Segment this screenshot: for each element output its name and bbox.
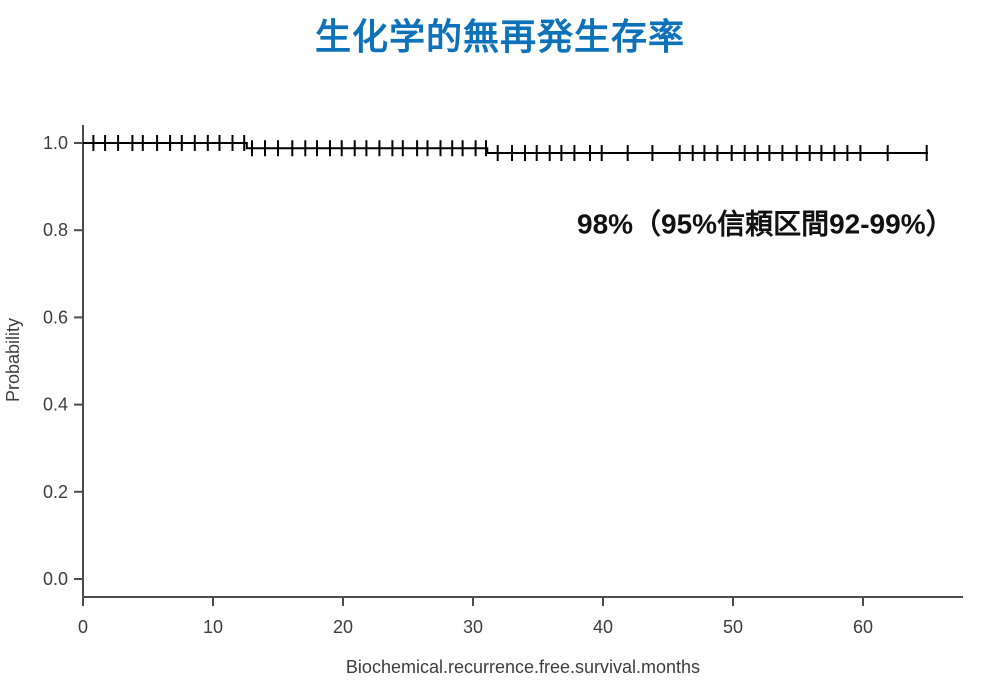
y-axis-title: Probability [3,318,23,402]
x-tick-label: 10 [203,617,223,637]
x-tick-label: 30 [463,617,483,637]
y-tick-label: 0.8 [43,220,68,240]
y-axis: 1.0 0.8 0.6 0.4 0.2 0.0 Probability [3,125,84,605]
censor-marks [92,135,928,162]
y-tick-label: 0.4 [43,395,68,415]
y-tick-label: 0.6 [43,307,68,327]
chart-title: 生化学的無再発生存率 [314,16,685,57]
x-axis-ticks: 0 10 20 30 40 50 60 [78,597,873,637]
y-axis-ticks: 1.0 0.8 0.6 0.4 0.2 0.0 [43,133,83,589]
x-tick-label: 60 [853,617,873,637]
y-tick-label: 0.0 [43,569,68,589]
y-tick-label: 0.2 [43,482,68,502]
annotation-text: 98%（95%信頼区間92-99%） [577,208,954,240]
x-axis: 0 10 20 30 40 50 60 Biochemical.recurrence.fre… [78,596,963,677]
survival-curve [83,142,928,155]
x-tick-label: 50 [723,617,743,637]
x-axis-title: Biochemical.recurrence.free.survival.mon… [346,657,700,677]
x-tick-label: 0 [78,617,88,637]
y-tick-label: 1.0 [43,133,68,153]
x-tick-label: 20 [333,617,353,637]
km-step-line [83,142,928,155]
x-tick-label: 40 [593,617,613,637]
